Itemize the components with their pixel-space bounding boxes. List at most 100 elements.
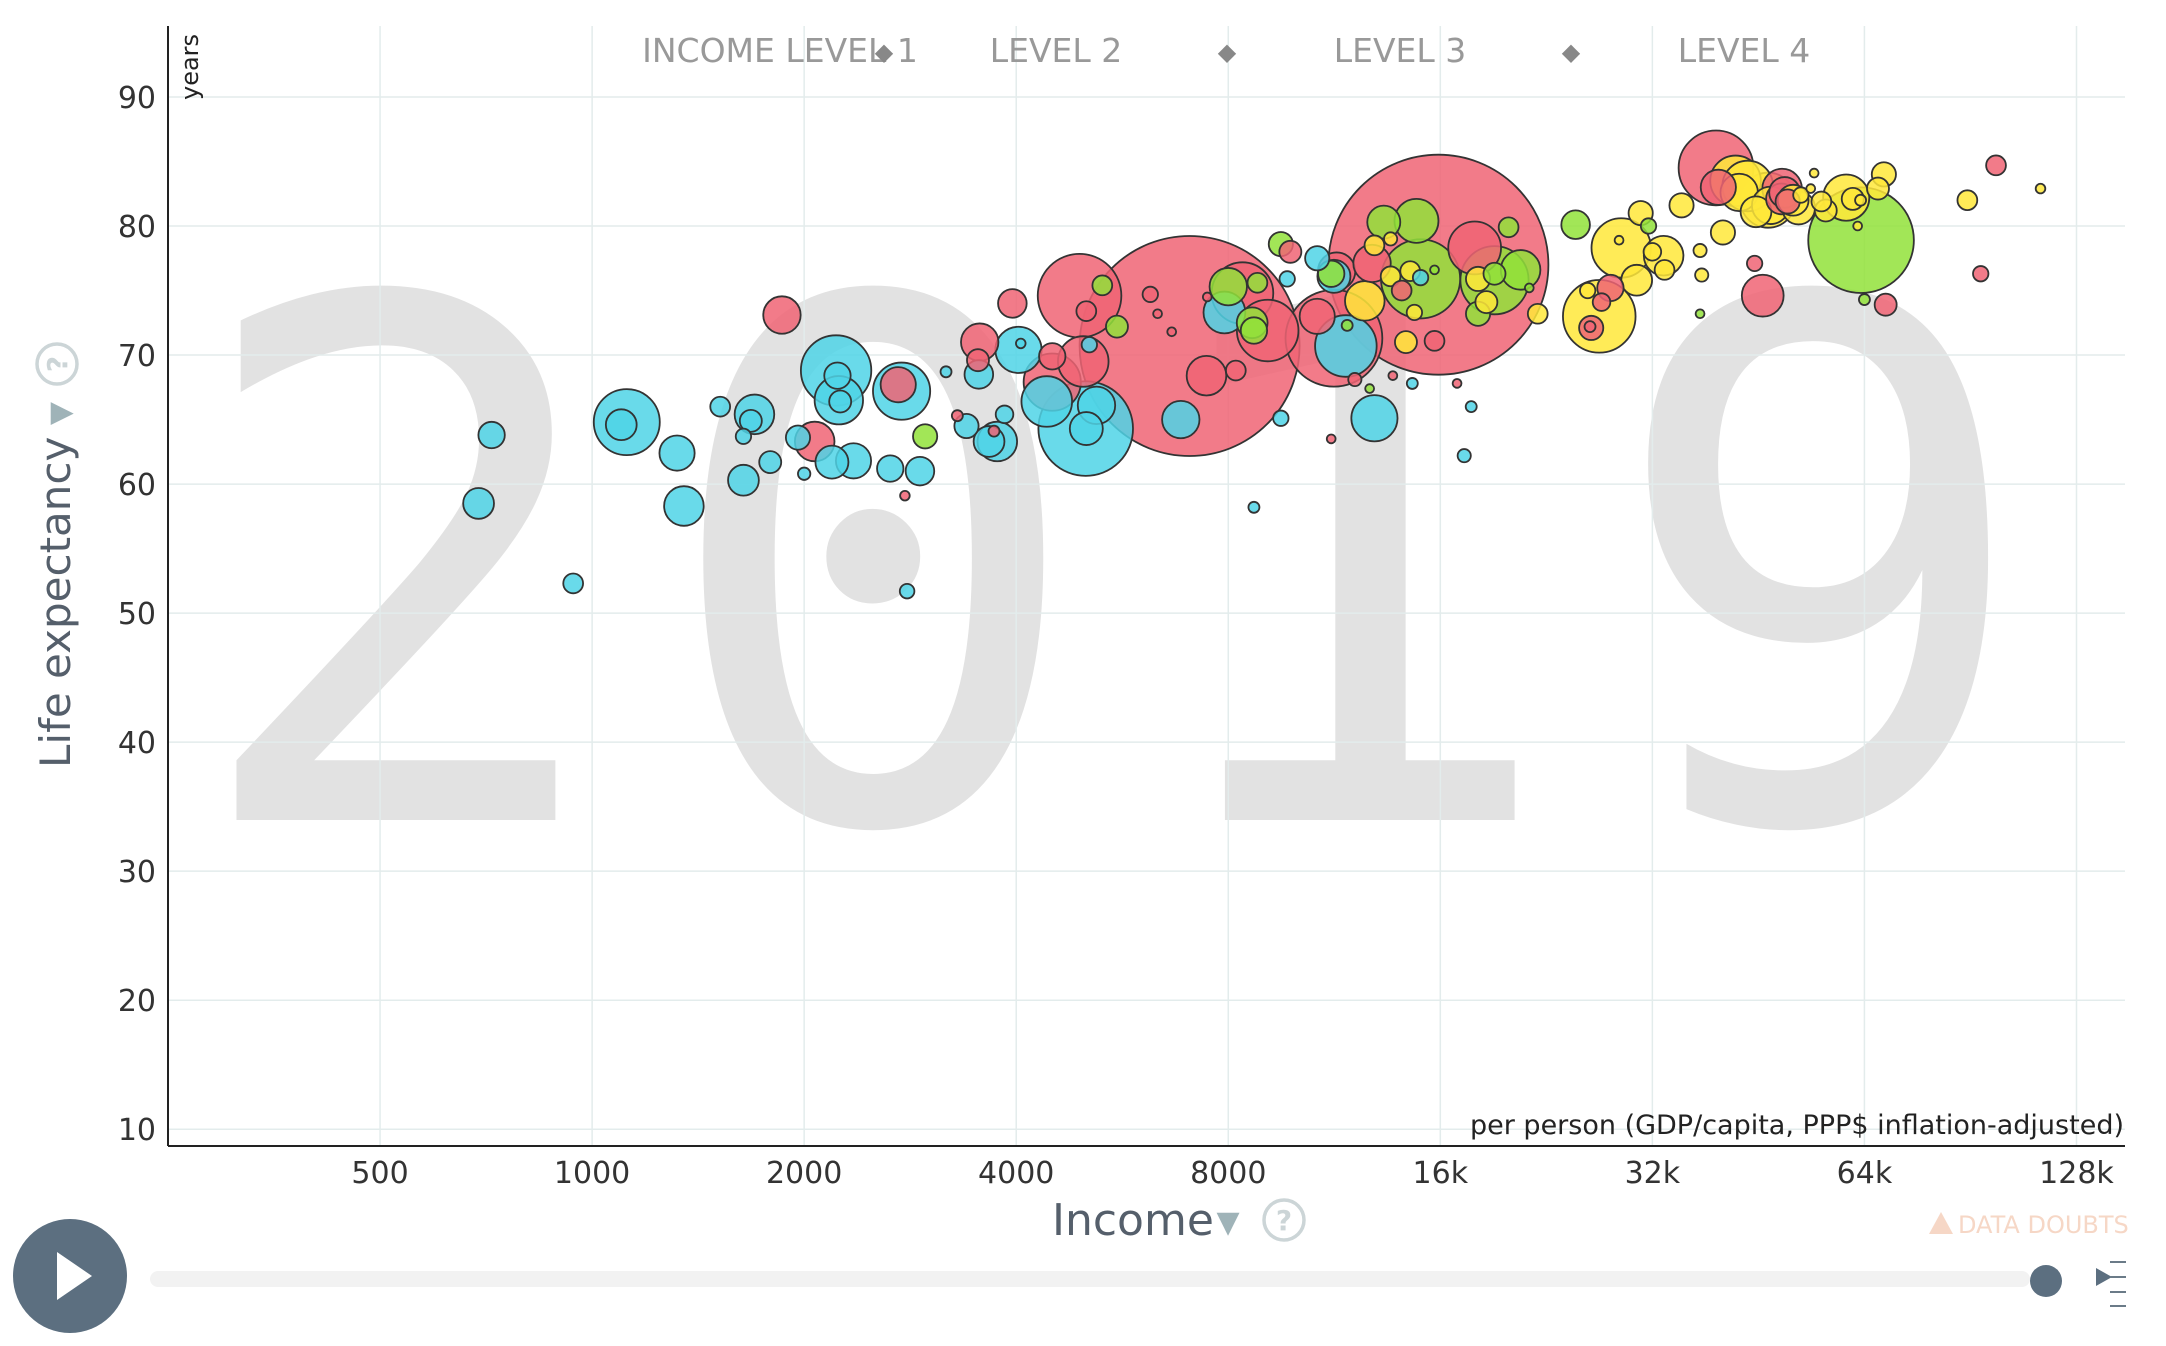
country-bubble[interactable] bbox=[1591, 292, 1612, 312]
y-axis-dropdown-icon[interactable]: ▼ bbox=[43, 402, 78, 425]
country-bubble[interactable] bbox=[1344, 280, 1386, 322]
country-bubble[interactable] bbox=[1105, 314, 1129, 339]
country-bubble[interactable] bbox=[1185, 354, 1228, 397]
country-bubble[interactable] bbox=[1810, 190, 1833, 213]
country-bubble[interactable] bbox=[477, 420, 506, 450]
y-axis-help-icon[interactable]: ? bbox=[35, 342, 79, 386]
country-bubble[interactable] bbox=[1411, 269, 1430, 287]
country-bubble[interactable] bbox=[1474, 290, 1499, 315]
country-bubble[interactable] bbox=[762, 295, 802, 335]
country-bubble[interactable] bbox=[797, 466, 812, 481]
country-bubble[interactable] bbox=[1020, 375, 1073, 428]
country-bubble[interactable] bbox=[939, 365, 953, 379]
country-bubble[interactable] bbox=[1068, 411, 1104, 446]
country-bubble[interactable] bbox=[734, 427, 753, 445]
country-bubble[interactable] bbox=[994, 325, 1043, 374]
country-bubble[interactable] bbox=[1347, 372, 1363, 388]
country-bubble[interactable] bbox=[1166, 326, 1178, 338]
country-bubble[interactable] bbox=[1364, 383, 1375, 394]
country-bubble[interactable] bbox=[1639, 217, 1658, 235]
country-bubble[interactable] bbox=[1694, 267, 1710, 283]
country-bubble[interactable] bbox=[462, 487, 495, 520]
country-bubble[interactable] bbox=[904, 455, 936, 487]
y-axis-selector[interactable]: Life expectancy ▼ ? bbox=[31, 342, 80, 768]
x-axis-title[interactable]: Income bbox=[1052, 1195, 1214, 1246]
country-bubble[interactable] bbox=[1499, 249, 1542, 291]
country-bubble[interactable] bbox=[738, 408, 763, 433]
country-bubble[interactable] bbox=[876, 454, 905, 483]
x-axis-selector[interactable]: Income ▼ ? bbox=[1052, 1195, 1306, 1246]
country-bubble[interactable] bbox=[828, 389, 853, 414]
country-bubble[interactable] bbox=[758, 450, 783, 475]
country-bubble[interactable] bbox=[1464, 400, 1478, 414]
timeslider-track[interactable] bbox=[150, 1271, 2030, 1287]
country-bubble[interactable] bbox=[1239, 316, 1269, 345]
country-bubble[interactable] bbox=[1405, 303, 1423, 322]
country-bubble[interactable] bbox=[1015, 337, 1027, 350]
country-bubble[interactable] bbox=[1387, 370, 1399, 381]
data-doubts-link[interactable]: DATA DOUBTS bbox=[1929, 1211, 2129, 1239]
country-bubble[interactable] bbox=[1740, 273, 1785, 318]
country-bubble[interactable] bbox=[1141, 285, 1159, 303]
country-bubble[interactable] bbox=[562, 572, 584, 595]
country-bubble[interactable] bbox=[879, 366, 917, 404]
country-bubble[interactable] bbox=[1482, 261, 1507, 286]
legend-item[interactable]: LEVEL 2 bbox=[990, 31, 1123, 70]
country-bubble[interactable] bbox=[1620, 263, 1653, 297]
country-bubble[interactable] bbox=[1526, 302, 1549, 325]
country-bubble[interactable] bbox=[1379, 265, 1402, 288]
country-bubble[interactable] bbox=[1613, 234, 1625, 246]
country-bubble[interactable] bbox=[1208, 267, 1248, 307]
country-bubble[interactable] bbox=[1451, 378, 1463, 389]
legend-item[interactable]: LEVEL 4 bbox=[1678, 31, 1811, 70]
country-bubble[interactable] bbox=[1423, 330, 1446, 352]
country-bubble[interactable] bbox=[1694, 308, 1706, 320]
country-bubble[interactable] bbox=[814, 444, 850, 480]
country-bubble[interactable] bbox=[1394, 330, 1418, 355]
country-bubble[interactable] bbox=[1579, 281, 1597, 300]
country-bubble[interactable] bbox=[1739, 195, 1773, 229]
country-bubble[interactable] bbox=[1278, 239, 1303, 264]
country-bubble[interactable] bbox=[987, 424, 1001, 438]
country-bubble[interactable] bbox=[727, 463, 760, 497]
country-bubble[interactable] bbox=[1091, 274, 1114, 297]
country-bubble[interactable] bbox=[1246, 271, 1269, 294]
country-bubble[interactable] bbox=[1298, 297, 1336, 335]
country-bubble[interactable] bbox=[663, 485, 705, 527]
country-bubble[interactable] bbox=[1325, 433, 1337, 445]
country-bubble[interactable] bbox=[950, 409, 964, 423]
country-bubble[interactable] bbox=[1201, 291, 1213, 303]
country-bubble[interactable] bbox=[1699, 168, 1737, 206]
country-bubble[interactable] bbox=[1852, 220, 1863, 232]
country-bubble[interactable] bbox=[1429, 264, 1440, 276]
country-bubble[interactable] bbox=[1152, 308, 1163, 320]
legend-item[interactable]: INCOME LEVEL 1 bbox=[642, 31, 918, 70]
country-bubble[interactable] bbox=[1985, 154, 2007, 177]
legend-item[interactable]: LEVEL 3 bbox=[1334, 31, 1467, 70]
country-bubble[interactable] bbox=[1692, 243, 1708, 259]
legend[interactable]: INCOME LEVEL 1◆ LEVEL 2 ◆ LEVEL 3 ◆ LEVEL 4 bbox=[642, 31, 1810, 70]
country-bubble[interactable] bbox=[1363, 234, 1386, 257]
country-bubble[interactable] bbox=[1278, 270, 1296, 288]
country-bubble[interactable] bbox=[658, 434, 696, 472]
country-bubble[interactable] bbox=[1808, 167, 1820, 179]
country-bubble[interactable] bbox=[1075, 300, 1098, 322]
country-bubble[interactable] bbox=[1314, 314, 1378, 378]
country-bubble[interactable] bbox=[1225, 359, 1247, 382]
country-bubble[interactable] bbox=[1854, 193, 1867, 207]
country-bubble[interactable] bbox=[1405, 377, 1419, 390]
country-bubble[interactable] bbox=[899, 489, 911, 502]
country-bubble[interactable] bbox=[1383, 231, 1399, 247]
country-bubble[interactable] bbox=[1709, 219, 1736, 246]
country-bubble[interactable] bbox=[994, 404, 1015, 425]
x-axis-help-icon[interactable]: ? bbox=[1262, 1198, 1306, 1242]
country-bubble[interactable] bbox=[966, 348, 990, 373]
y-axis-title[interactable]: Life expectancy bbox=[31, 437, 80, 768]
country-bubble[interactable] bbox=[1080, 336, 1098, 354]
country-bubble[interactable] bbox=[1858, 293, 1871, 306]
country-bubble[interactable] bbox=[1866, 176, 1890, 201]
country-bubble[interactable] bbox=[1653, 259, 1676, 281]
country-bubble[interactable] bbox=[1038, 342, 1067, 371]
country-bubble[interactable] bbox=[898, 582, 916, 600]
country-bubble[interactable] bbox=[1792, 186, 1810, 204]
